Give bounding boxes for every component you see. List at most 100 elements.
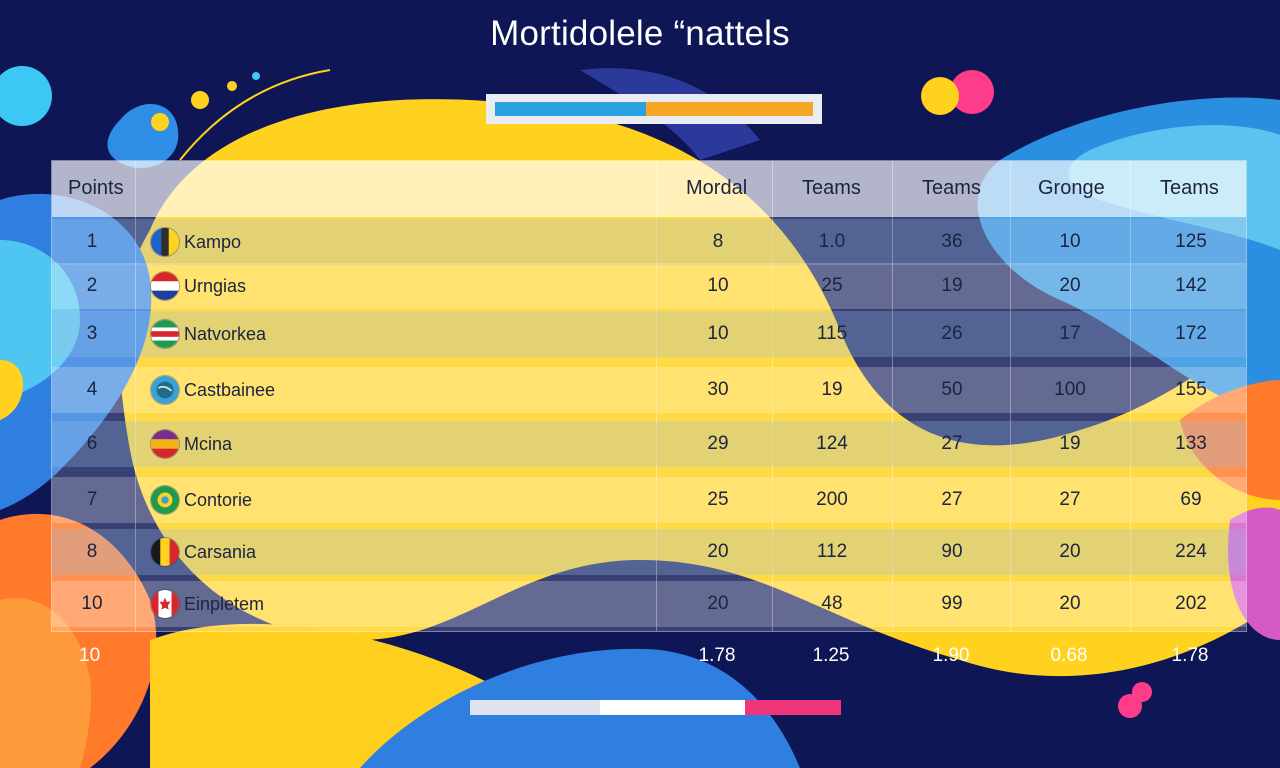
header-teams-1: Teams: [802, 177, 861, 199]
team-name: Urngias: [184, 275, 247, 296]
stat-cell: 20: [707, 593, 729, 614]
row-rank: 10: [81, 593, 103, 614]
flag-icon: [150, 271, 180, 301]
stat-cell: 1.0: [818, 231, 846, 252]
table-header: Points Mordal Teams Teams Gronge Teams: [52, 161, 1246, 217]
bottom-progress-segment-white: [600, 700, 745, 715]
team-cell: Contorie: [150, 485, 252, 515]
team-cell: Carsania: [150, 537, 256, 567]
bottom-progress-bar: [470, 700, 841, 715]
stat-cell: 99: [941, 593, 963, 614]
bottom-progress-segment-gray: [470, 700, 600, 715]
row-rank: 7: [86, 489, 98, 510]
stat-cell: 155: [1175, 379, 1207, 400]
stat-cell: 30: [707, 379, 729, 400]
stat-cell: 20: [1059, 275, 1081, 296]
column-divider: [656, 161, 657, 631]
team-cell: Mcina: [150, 429, 232, 459]
table-row: 8 Carsania 20 112 90 20 224: [52, 529, 1246, 575]
team-name: Kampo: [184, 231, 242, 252]
team-name: Castbainee: [184, 379, 276, 400]
stat-cell: 10: [707, 275, 729, 296]
table-row: 1 Kampo 8 1.0 36 10 125: [52, 219, 1246, 265]
stat-cell: 172: [1175, 323, 1207, 344]
header-teams-2: Teams: [922, 177, 981, 199]
footer-value: 1.78: [1171, 645, 1209, 666]
column-divider: [772, 161, 773, 631]
stat-cell: 20: [707, 541, 729, 562]
table-row: 10 Einpletem 20 48 99 20 202: [52, 581, 1246, 627]
column-divider: [1130, 161, 1131, 631]
stat-cell: 29: [707, 433, 729, 454]
row-rank: 6: [86, 433, 98, 454]
footer-value: 1.90: [932, 645, 970, 666]
stat-cell: 142: [1175, 275, 1207, 296]
table-row: 6 Mcina 29 124 27 19 133: [52, 421, 1246, 467]
table-footer-row: 10 1.78 1.25 1.90 0.68 1.78: [51, 645, 1247, 669]
header-mordal: Mordal: [686, 177, 748, 199]
stat-cell: 124: [816, 433, 848, 454]
stat-cell: 10: [1059, 231, 1081, 252]
team-name: Einpletem: [184, 593, 265, 614]
row-rank: 1: [86, 231, 98, 252]
flag-icon: [150, 375, 180, 405]
row-rank: 4: [86, 379, 98, 400]
stat-cell: 36: [941, 231, 963, 252]
flag-icon: [150, 589, 180, 619]
footer-value: 0.68: [1050, 645, 1088, 666]
column-divider: [892, 161, 893, 631]
team-cell: Kampo: [150, 227, 241, 257]
stat-cell: 27: [941, 433, 963, 454]
bottom-progress-segment-pink: [745, 700, 841, 715]
stat-cell: 20: [1059, 593, 1081, 614]
team-name: Carsania: [184, 541, 257, 562]
stat-cell: 19: [821, 379, 843, 400]
standings-table: Points Mordal Teams Teams Gronge Teams 1…: [51, 160, 1247, 632]
stat-cell: 8: [712, 231, 724, 252]
flag-icon: [150, 537, 180, 567]
stat-cell: 202: [1175, 593, 1207, 614]
footer-value: 1.25: [812, 645, 850, 666]
stat-cell: 115: [816, 323, 848, 344]
page-title: Mortidolele “nattels: [490, 14, 790, 53]
team-name: Mcina: [184, 433, 233, 454]
top-progress-fill-blue: [495, 102, 646, 116]
team-cell: Urngias: [150, 271, 246, 301]
stat-cell: 19: [941, 275, 963, 296]
stat-cell: 27: [941, 489, 963, 510]
stat-cell: 112: [816, 541, 848, 562]
team-cell: Castbainee: [150, 375, 275, 405]
table-row: 4 Castbainee 30 19 50 100 155: [52, 367, 1246, 413]
stat-cell: 69: [1180, 489, 1202, 510]
row-rank: 2: [86, 275, 98, 296]
flag-icon: [150, 429, 180, 459]
stat-cell: 224: [1175, 541, 1207, 562]
team-name: Natvorkea: [184, 323, 267, 344]
header-teams-3: Teams: [1160, 177, 1219, 199]
top-progress-fill-orange: [646, 102, 813, 116]
stat-cell: 25: [707, 489, 729, 510]
flag-icon: [150, 485, 180, 515]
table-row: 3 Natvorkea 10 115 26 17 172: [52, 311, 1246, 357]
stat-cell: 25: [821, 275, 843, 296]
table-row: 2 Urngias 10 25 19 20 142: [52, 263, 1246, 309]
top-progress-bar: [486, 94, 822, 124]
flag-icon: [150, 227, 180, 257]
column-divider: [1010, 161, 1011, 631]
stat-cell: 125: [1175, 231, 1207, 252]
team-name: Contorie: [184, 489, 253, 510]
header-gronge: Gronge: [1038, 177, 1105, 199]
footer-label: 10: [79, 645, 101, 666]
stat-cell: 50: [941, 379, 963, 400]
stat-cell: 20: [1059, 541, 1081, 562]
stat-cell: 17: [1059, 323, 1081, 344]
row-rank: 8: [86, 541, 98, 562]
flag-icon: [150, 319, 180, 349]
stat-cell: 100: [1054, 379, 1086, 400]
team-cell: Einpletem: [150, 589, 264, 619]
column-divider: [135, 161, 136, 631]
header-points: Points: [68, 177, 124, 199]
stat-cell: 26: [941, 323, 963, 344]
footer-value: 1.78: [698, 645, 736, 666]
